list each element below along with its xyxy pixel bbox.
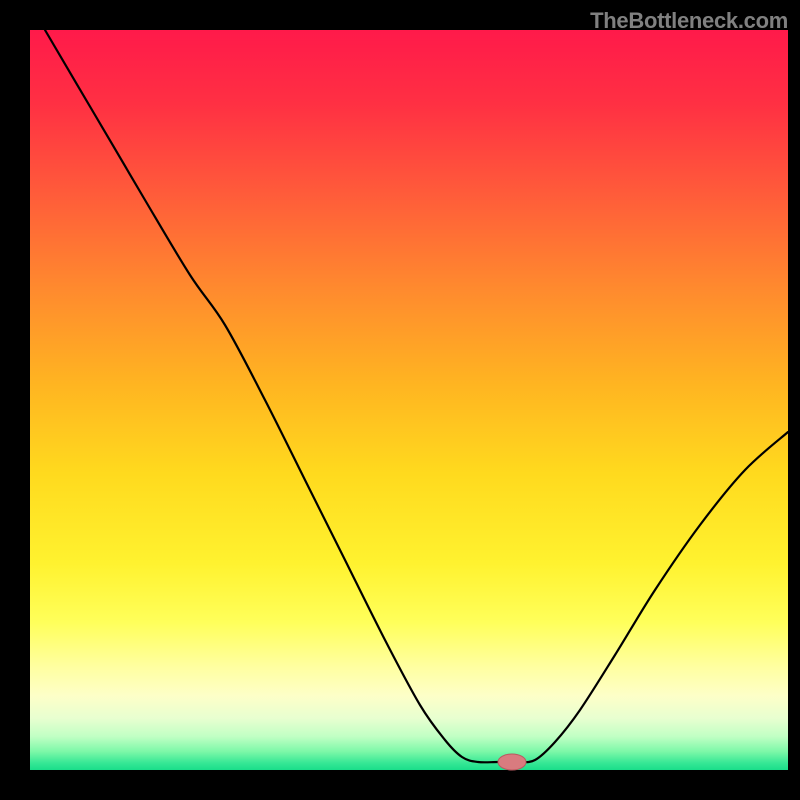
optimum-marker: [498, 754, 526, 770]
watermark-text: TheBottleneck.com: [590, 8, 788, 34]
chart-container: { "watermark": { "text": "TheBottleneck.…: [0, 0, 800, 800]
chart-plot-area: [30, 30, 788, 770]
bottleneck-chart: [0, 0, 800, 800]
